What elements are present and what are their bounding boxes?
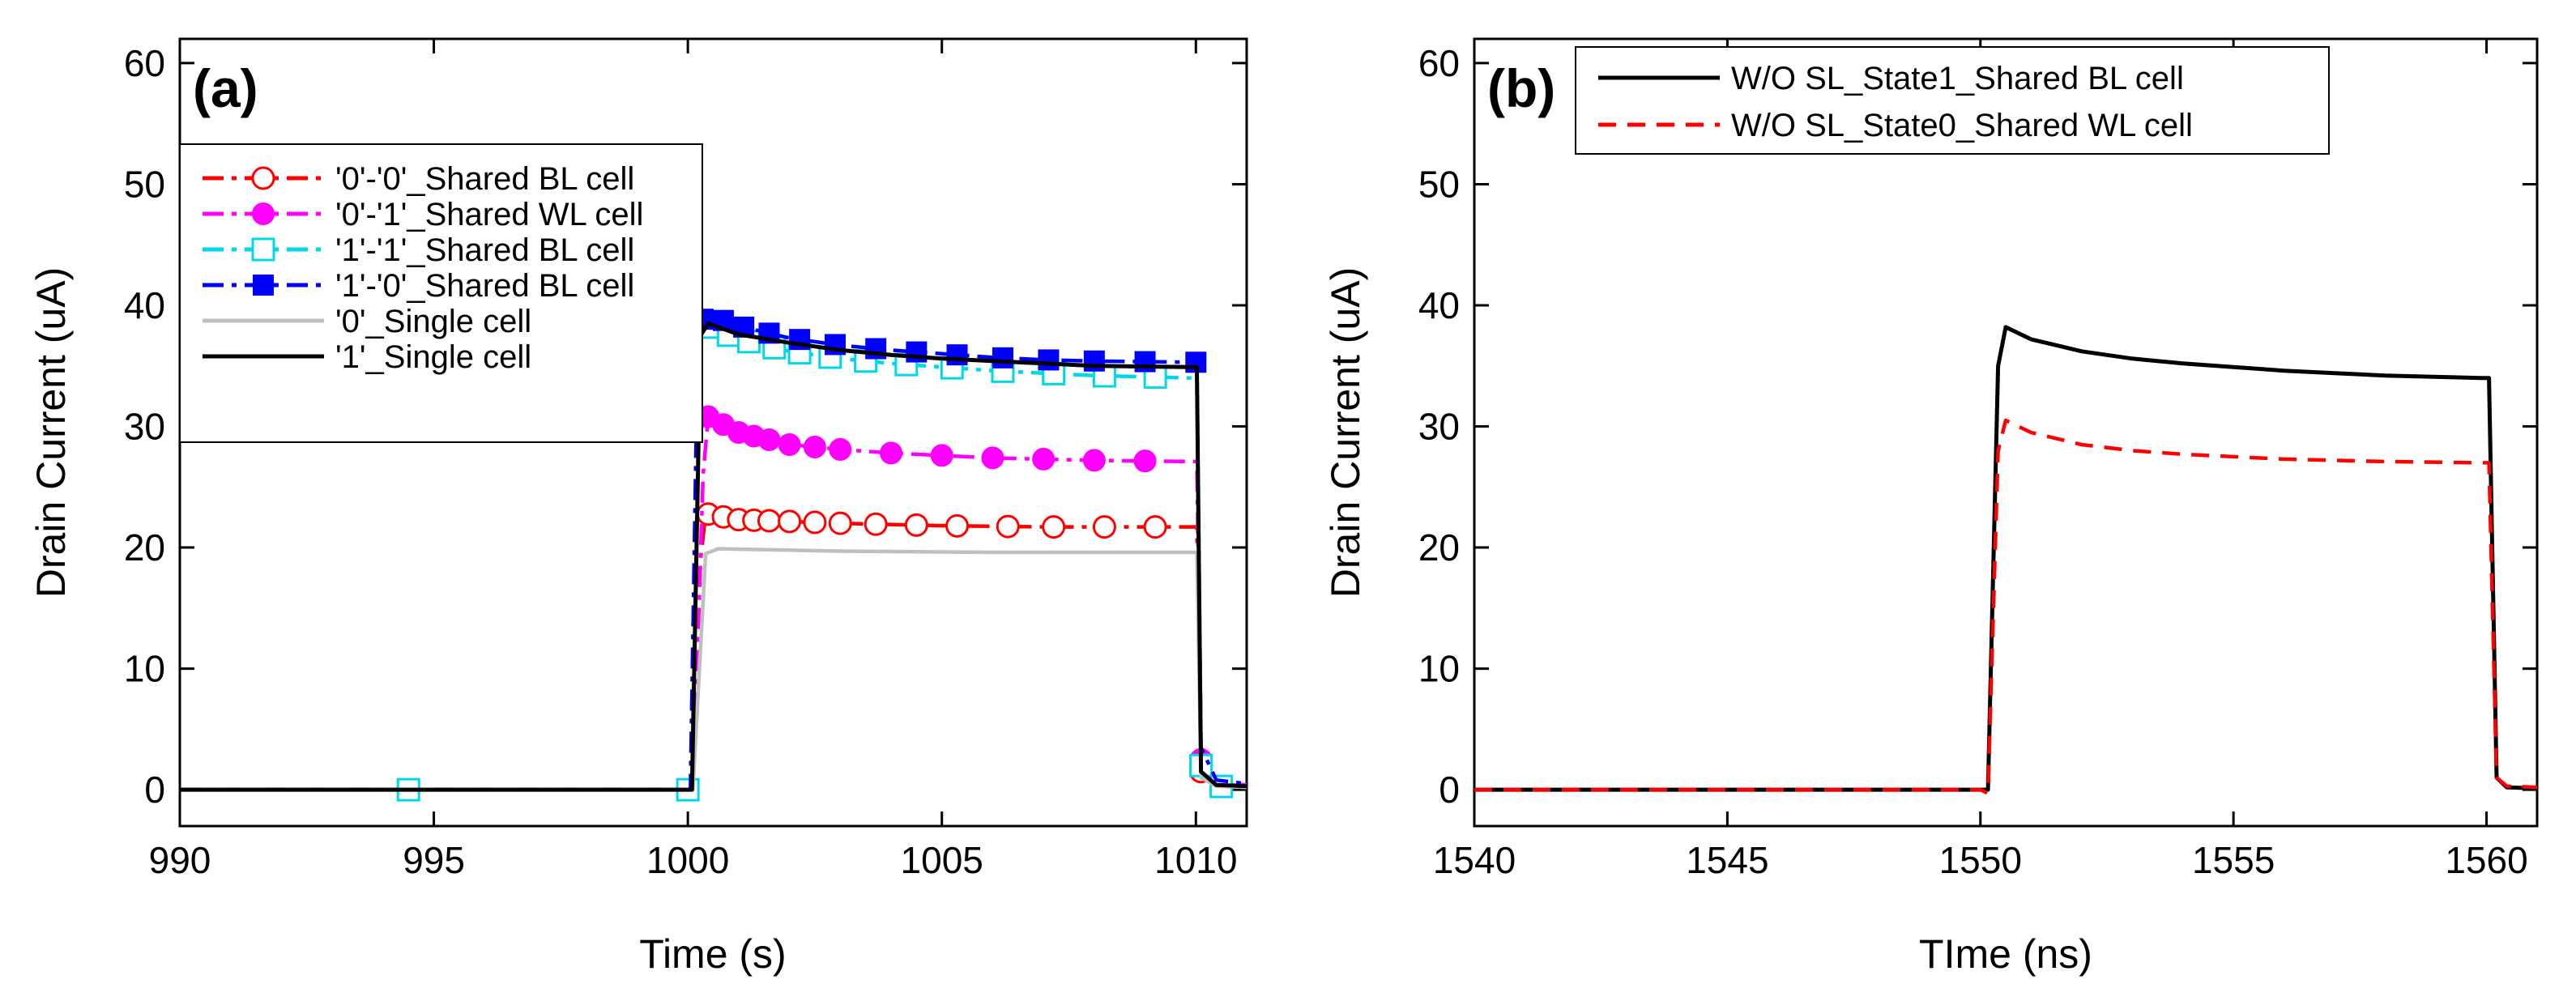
data-point-marker [904, 513, 928, 537]
series-1 [180, 405, 1247, 792]
y-tick-label: 10 [1418, 648, 1460, 690]
x-tick-label: 995 [403, 839, 465, 881]
x-tick-label: 990 [149, 839, 211, 881]
data-point-marker [1038, 349, 1060, 371]
legend-label-1: '0'-'1'_Shared WL cell [335, 197, 643, 232]
data-point-marker [864, 512, 888, 536]
series-line [1474, 325, 2537, 792]
legend-label-2: '1'-'1'_Shared BL cell [335, 232, 634, 268]
panel-b: 1540 1545 1550 1555 1560 0 10 20 30 40 50 60 (b) TI… [1323, 37, 2539, 977]
data-point-marker [757, 509, 781, 533]
y-tick-label: 0 [144, 769, 165, 811]
legend-label-0: '0'-'0'_Shared BL cell [335, 161, 634, 197]
x-axis-title-a: Time (s) [639, 931, 786, 977]
data-point-marker [829, 437, 852, 461]
data-point-marker [757, 428, 781, 451]
legend-marker-1 [252, 202, 275, 225]
data-point-marker [1092, 364, 1116, 388]
y-tick-label: 40 [1418, 284, 1460, 326]
data-point-marker [1092, 515, 1116, 539]
data-point-marker [803, 435, 826, 458]
panel-a: 990 995 1000 1005 1010 0 10 20 30 40 50 60 (a) Time… [28, 37, 1248, 977]
data-point-marker [778, 509, 802, 534]
data-point-marker [1133, 449, 1157, 473]
legend-b: W/O SL_State1_Shared BL cell W/O SL_State… [1575, 46, 2330, 155]
series-line [180, 415, 1247, 792]
series-0 [1474, 325, 2537, 792]
legend-label-3: '1'-'0'_Shared BL cell [335, 268, 634, 304]
x-axis-title-b: TIme (ns) [1919, 931, 2092, 977]
y-tick-label: 20 [1418, 526, 1460, 569]
y-tick-label: 30 [1418, 406, 1460, 448]
x-tick-label: 1010 [1154, 839, 1237, 881]
x-tick-label: 1545 [1686, 839, 1768, 881]
x-tick-label: 1550 [1939, 839, 2022, 881]
y-axis-title-a: Drain Current (uA) [28, 267, 74, 598]
plot-frame-b [1473, 37, 2539, 828]
x-tick-label: 1005 [901, 839, 983, 881]
y-tick-label: 0 [1439, 769, 1460, 811]
data-point-marker [1082, 449, 1106, 472]
axis-ticks-b: 1540 1545 1550 1555 1560 0 10 20 30 40 50 60 [1418, 39, 2537, 881]
y-tick-label: 30 [124, 406, 165, 448]
legend-label-5: '1'_Single cell [335, 339, 531, 375]
data-point-marker [828, 511, 852, 535]
data-point-marker [880, 441, 902, 465]
data-point-marker [992, 347, 1013, 368]
legend-label-4: '0'_Single cell [335, 304, 531, 339]
series-layer-b [1474, 325, 2537, 795]
y-tick-label: 60 [124, 42, 165, 84]
legend-marker-2 [251, 237, 275, 262]
data-point-marker [1042, 515, 1066, 539]
legend-marker-3 [253, 275, 274, 296]
data-point-marker [981, 446, 1004, 470]
x-tick-label: 1560 [2445, 839, 2527, 881]
data-point-marker [1143, 515, 1167, 539]
y-axis-title-b: Drain Current (uA) [1323, 267, 1368, 598]
data-point-marker [930, 444, 953, 467]
series-1 [1474, 418, 2537, 795]
y-tick-label: 50 [1418, 163, 1460, 205]
legend-a: '0'-'0'_Shared BL cell'0'-'1'_Shared WL … [179, 143, 703, 443]
x-tick-label: 1540 [1433, 839, 1516, 881]
axis-ticks-a: 990 995 1000 1005 1010 0 10 20 30 40 50 60 [124, 39, 1247, 881]
data-point-marker [996, 514, 1020, 539]
y-tick-label: 10 [124, 648, 165, 690]
data-point-marker [778, 432, 801, 456]
y-tick-label: 60 [1418, 42, 1460, 84]
panel-label-b: (b) [1487, 58, 1555, 118]
legend-label-0: W/O SL_State1_Shared BL cell [1731, 61, 2184, 96]
panel-label-a: (a) [193, 58, 258, 118]
y-tick-label: 20 [124, 526, 165, 569]
y-tick-label: 50 [124, 163, 165, 205]
data-point-marker [803, 510, 827, 535]
y-tick-label: 40 [124, 284, 165, 326]
legend-label-1: W/O SL_State0_Shared WL cell [1731, 108, 2193, 143]
data-point-marker [945, 513, 970, 538]
legend-box [1575, 46, 2330, 155]
x-tick-label: 1000 [646, 839, 729, 881]
x-tick-label: 1555 [2192, 839, 2275, 881]
data-point-marker [1032, 447, 1056, 471]
legend-marker-0 [251, 166, 275, 190]
series-line [1474, 418, 2537, 795]
